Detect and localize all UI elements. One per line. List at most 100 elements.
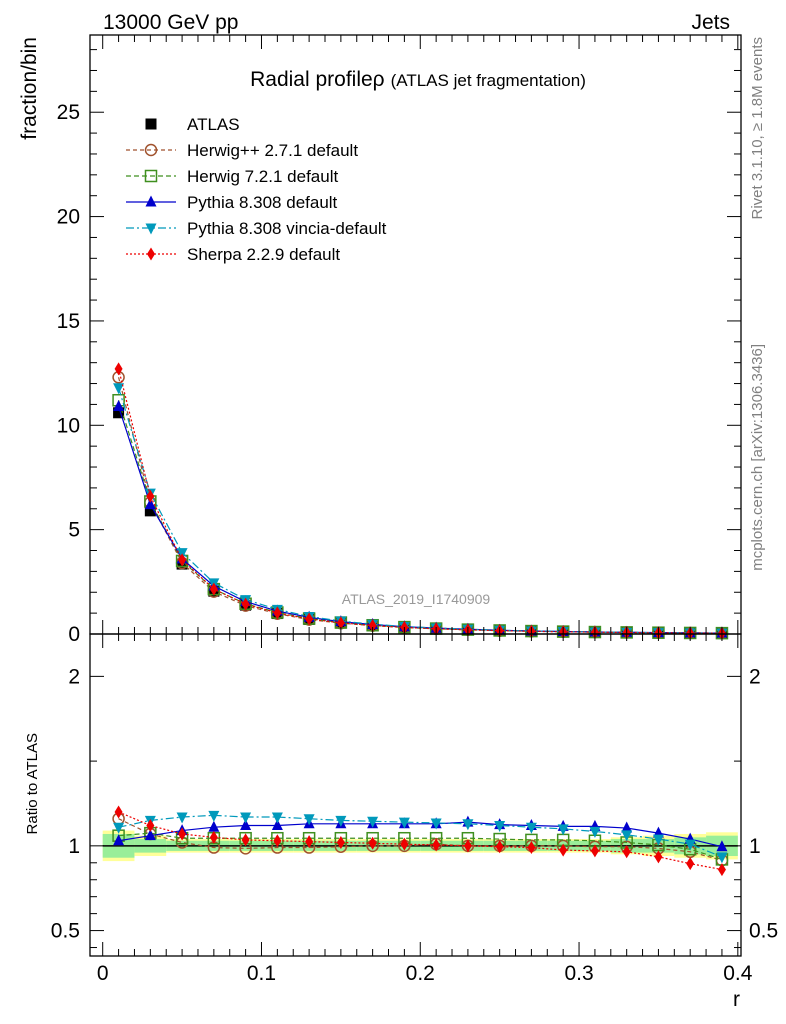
ratio-y-tick-label-right: 2 <box>749 665 761 688</box>
series-5-ratio-point <box>178 827 187 841</box>
series-5-point <box>368 618 377 632</box>
chart-title: Radial profileρ (ATLAS jet fragmentation) <box>250 68 586 91</box>
main-plot-area <box>90 35 741 634</box>
x-tick-label: 0.4 <box>723 962 753 985</box>
series-5-ratio-point <box>305 835 314 849</box>
x-tick-label: 0.3 <box>564 962 593 985</box>
series-4-ratio-point <box>462 819 474 831</box>
series-4-ratio-point <box>176 812 188 824</box>
mcplots-url-label: mcplots.cern.ch [arXiv:1306.3436] <box>749 344 766 571</box>
rivet-version-label: Rivet 3.1.10, ≥ 1.8M events <box>749 37 766 220</box>
analysis-watermark: ATLAS_2019_I1740909 <box>342 591 491 607</box>
series-4-ratio-point <box>621 830 633 842</box>
y-tick-label: 25 <box>57 101 80 124</box>
legend-label: Herwig 7.2.1 default <box>187 167 338 186</box>
ratio-y-tick-label-right: 1 <box>749 835 761 858</box>
y-tick-label: 20 <box>57 206 80 229</box>
series-3-ratio-point <box>144 829 156 841</box>
x-tick-label: 0 <box>97 962 109 985</box>
ratio-plot-series <box>102 805 738 877</box>
series-5-ratio-point <box>495 840 504 854</box>
series-0-point <box>113 407 125 419</box>
y-tick-label: 15 <box>57 310 80 333</box>
series-5-ratio-point <box>654 850 663 864</box>
series-4-ratio-point <box>208 810 220 822</box>
header-left: 13000 GeV pp <box>103 11 238 34</box>
y-axis-label: fraction/bin <box>18 37 41 140</box>
series-5-point <box>241 597 250 611</box>
series-5-ratio-point <box>336 835 345 849</box>
series-5-ratio-point <box>241 833 250 847</box>
series-3-ratio-point <box>716 840 728 852</box>
legend-label: Pythia 8.308 default <box>187 193 338 212</box>
legend-label: Herwig++ 2.7.1 default <box>187 141 358 160</box>
series-5-ratio-point <box>209 830 218 844</box>
series-4-ratio-point <box>589 826 601 838</box>
legend-marker <box>145 223 157 235</box>
series-5-ratio-point <box>114 805 123 819</box>
series-4-ratio-point <box>271 812 283 824</box>
series-3-ratio-point <box>240 819 252 831</box>
series-5-ratio-point <box>559 843 568 857</box>
series-4-ratio-point <box>430 818 442 830</box>
legend-marker <box>145 195 157 207</box>
series-5-point <box>178 553 187 567</box>
legend-entry: Pythia 8.308 default <box>126 193 338 212</box>
legend-label: Sherpa 2.2.9 default <box>187 245 340 264</box>
series-4-ratio-point <box>240 812 252 824</box>
series-3-ratio-line <box>118 821 723 848</box>
ratio-plot-area <box>90 634 741 956</box>
legend: ATLAS Herwig++ 2.7.1 default Herwig 7.2.1 … <box>126 115 387 264</box>
legend-entry: Herwig++ 2.7.1 default <box>126 141 358 160</box>
ratio-plot-frame <box>89 633 742 957</box>
series-5-ratio-point <box>400 837 409 851</box>
ratio-y-tick-label: 2 <box>68 665 80 688</box>
ratio-y-tick-label-right: 0.5 <box>749 920 778 943</box>
series-4-ratio-point <box>716 852 728 864</box>
x-tick-label: 0.2 <box>406 962 435 985</box>
series-4-point <box>113 383 125 395</box>
series-5-point <box>305 612 314 626</box>
legend-entry: Pythia 8.308 vincia-default <box>126 219 387 238</box>
series-5-ratio-line <box>118 811 723 871</box>
legend-label: ATLAS <box>187 115 240 134</box>
chart-title-sub: (ATLAS jet fragmentation) <box>391 71 586 90</box>
series-5-ratio-point <box>146 819 155 833</box>
series-5-point <box>114 362 123 376</box>
chart-title-main: Radial profileρ <box>250 68 385 91</box>
series-3-ratio-point <box>271 819 283 831</box>
legend-label: Pythia 8.308 vincia-default <box>187 219 387 238</box>
series-5-point <box>209 582 218 596</box>
legend-marker <box>145 118 157 130</box>
series-5-ratio-point <box>463 839 472 853</box>
series-5-ratio-point <box>368 836 377 850</box>
series-5-ratio-point <box>527 841 536 855</box>
legend-marker <box>144 169 158 183</box>
y-tick-label: 10 <box>57 414 80 437</box>
y-tick-label: 5 <box>68 519 80 542</box>
series-5-ratio-point <box>686 857 695 871</box>
series-4-ratio-point <box>303 814 315 826</box>
series-4-ratio-point <box>398 817 410 829</box>
header-right: Jets <box>691 11 730 34</box>
series-5-ratio-point <box>273 834 282 848</box>
series-5-point <box>146 489 155 503</box>
series-3-ratio-point <box>208 820 220 832</box>
series-3-point <box>113 400 125 412</box>
series-4-ratio-point <box>113 822 125 834</box>
series-5-point <box>273 606 282 620</box>
y-tick-label: 0 <box>68 623 80 646</box>
series-5-point <box>336 616 345 630</box>
series-4-ratio-line <box>118 814 723 858</box>
series-5-ratio-point <box>717 863 726 877</box>
legend-entry: ATLAS <box>145 115 240 134</box>
series-4-ratio-point <box>335 815 347 827</box>
x-axis-label: r <box>733 988 740 1011</box>
series-5-ratio-point <box>432 838 441 852</box>
series-3-point <box>144 498 156 510</box>
series-3-ratio-point <box>113 834 125 846</box>
legend-marker <box>144 143 158 157</box>
ratio-y-tick-label: 0.5 <box>51 920 80 943</box>
series-0-point <box>144 505 156 517</box>
x-tick-label: 0.1 <box>247 962 276 985</box>
